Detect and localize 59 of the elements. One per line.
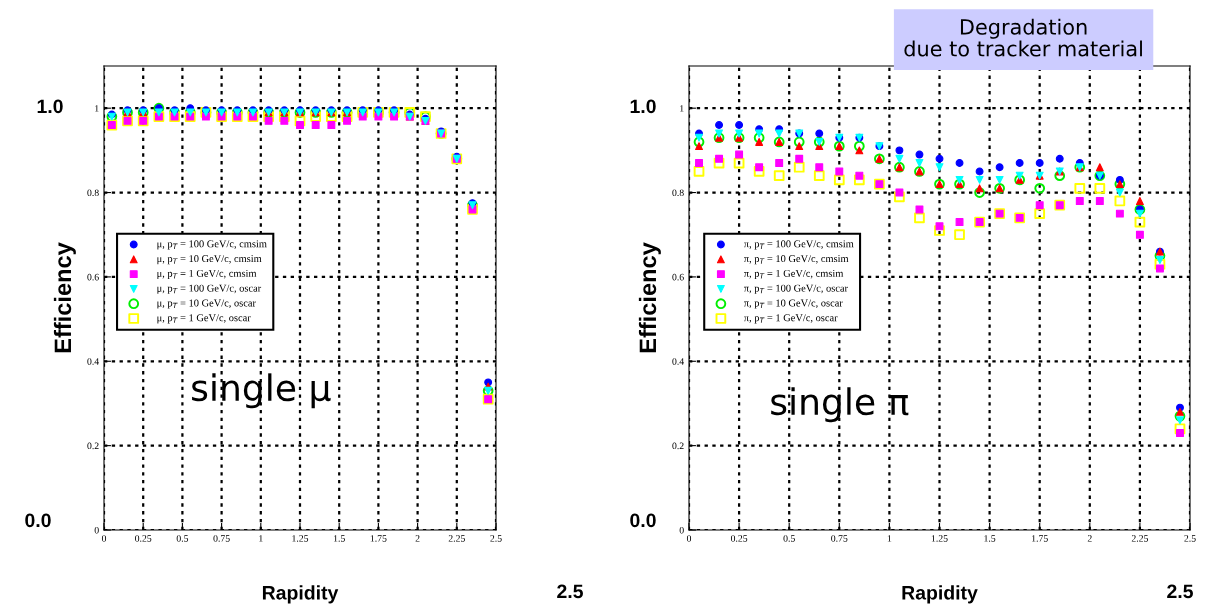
legend-label: μ, p$_{T}$ = 10 GeV/c, oscar [157,299,256,309]
x-tick-label: 1.5 [333,535,345,542]
annotation: single μ [192,373,331,409]
y-tick-label: 1 [680,105,684,112]
legend-label: π, p$_{T}$ = 10 GeV/c, oscar [743,299,843,309]
y-tick-label: 0.4 [87,358,99,365]
legend-label: μ, p$_{T}$ = 1 GeV/c, cmsim [157,269,257,280]
x-tick-label: 1.25 [931,535,948,542]
legend-label: μ, p$_{T}$ = 1 GeV/c, oscar [157,314,251,324]
x-tick-label: 1.25 [292,535,309,542]
y-tick-label: 0.6 [87,273,99,281]
x-tick-label: 0.75 [831,535,848,542]
x-tick-label: 0.5 [176,535,189,542]
legend-label: π, p$_{T}$ = 100 GeV/c, oscar [743,284,848,294]
x-tick-label: 1.5 [984,535,996,542]
x-tick-label: 0.25 [135,535,152,542]
y-tick-label: 0.2 [672,442,684,450]
y-tick-label: 0.6 [672,273,684,281]
x-tick-label: 2.25 [448,535,465,542]
x-tick-label: 2.25 [1131,535,1149,542]
y-tick-label: 0 [679,526,684,534]
text: 0.0 [630,513,656,528]
x-tick-label: 1.75 [1032,535,1048,542]
x-tick-label: 2.5 [490,535,502,542]
legend-label: π, p$_{T}$ = 1 GeV/c, cmsim [743,269,844,279]
x-tick-label: 2 [1087,535,1092,542]
legend-label: μ, p$_{T}$ = 100 GeV/c, cmsim [157,240,267,250]
x-tick-label: 1 [259,535,263,542]
y-tick-label: 0.2 [87,442,99,450]
legend-label: μ, p$_{T}$ = 10 GeV/c, cmsim [157,255,262,265]
y-tick-label: 0 [94,526,99,534]
legend-label: μ, p$_{T}$ = 100 GeV/c, oscar [157,284,262,294]
y-axis-title: Efficiency [638,242,661,353]
y-tick-label: 0.8 [672,189,684,197]
x-tick-label: 0.5 [783,535,795,542]
x-tick-label: 1 [887,535,892,542]
x-tick-label: 0 [686,535,692,542]
text: 2.5 [1167,584,1193,599]
legend-label: π, p$_{T}$ = 1 GeV/c, oscar [743,314,838,324]
text: 2.5 [557,584,583,599]
text: 1.0 [630,99,656,114]
x-tick-label: 2 [415,535,420,542]
y-tick-label: 1 [95,105,99,112]
text: 0.0 [25,513,51,528]
y-tick-label: 0.4 [672,358,684,365]
x-axis-title: Rapidity [902,585,978,604]
y-axis-title: Efficiency [53,242,76,353]
x-axis-title: Rapidity [262,585,339,604]
x-tick-label: 0.75 [213,535,230,542]
text: Degradation due to tracker material [904,18,1142,57]
x-tick-label: 2.5 [1184,535,1196,542]
y-tick-label: 0.8 [87,189,99,197]
legend-label: π, p$_{T}$ = 10 GeV/c, cmsim [743,255,849,265]
text: 1.0 [37,99,63,114]
annotation: single π [771,387,909,423]
legend-label: π, p$_{T}$ = 100 GeV/c, cmsim [743,240,854,250]
x-tick-label: 1.75 [370,535,387,542]
x-tick-label: 0.25 [730,535,748,542]
x-tick-label: 0 [101,535,107,542]
